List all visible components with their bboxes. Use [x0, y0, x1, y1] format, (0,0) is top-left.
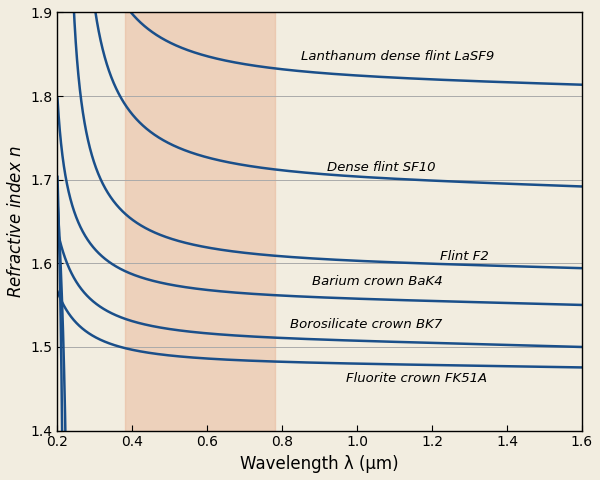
Text: Dense flint SF10: Dense flint SF10 [327, 161, 436, 174]
Text: Fluorite crown FK51A: Fluorite crown FK51A [346, 372, 487, 385]
Y-axis label: Refractive index $n$: Refractive index $n$ [7, 145, 25, 298]
X-axis label: Wavelength λ (μm): Wavelength λ (μm) [241, 455, 399, 473]
Text: Borosilicate crown BK7: Borosilicate crown BK7 [290, 318, 442, 331]
Text: Flint F2: Flint F2 [440, 250, 488, 263]
Text: Lanthanum dense flint LaSF9: Lanthanum dense flint LaSF9 [301, 50, 494, 63]
Text: Barium crown BaK4: Barium crown BaK4 [312, 275, 443, 288]
Bar [125, 12, 275, 431]
